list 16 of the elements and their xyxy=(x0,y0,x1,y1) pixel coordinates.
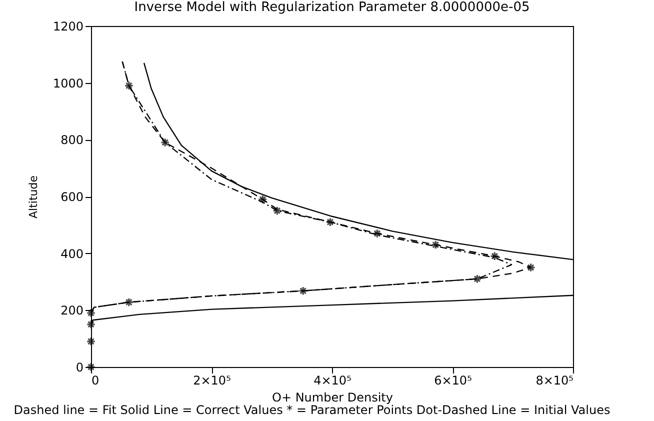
x-tick-label: 0 xyxy=(92,374,100,388)
chart-title: Inverse Model with Regularization Parameter 8.0000000e-05 xyxy=(134,0,530,15)
y-tick-label: 0 xyxy=(76,360,84,374)
y-tick-label: 600 xyxy=(60,190,84,204)
x-tick-label: 4×10⁵ xyxy=(314,374,352,388)
x-tick-label: 6×10⁵ xyxy=(434,374,472,388)
y-tick-label: 200 xyxy=(60,304,84,318)
x-tick-label: 2×10⁵ xyxy=(193,374,232,388)
y-tick-label: 400 xyxy=(60,246,84,261)
y-tick-label: 1200 xyxy=(52,20,84,34)
y-tick-label: 800 xyxy=(60,133,84,148)
y-tick-label: 1000 xyxy=(52,76,84,90)
text: Dashed line = Fit Solid Line = Correct Values * = Parameter Points Dot-Dashed Line = Initial Values xyxy=(14,403,610,417)
x-axis-title: O+ Number Density xyxy=(272,390,393,404)
x-tick-label: 8×10⁵ xyxy=(536,374,574,388)
y-axis-title: Altitude xyxy=(26,175,40,218)
